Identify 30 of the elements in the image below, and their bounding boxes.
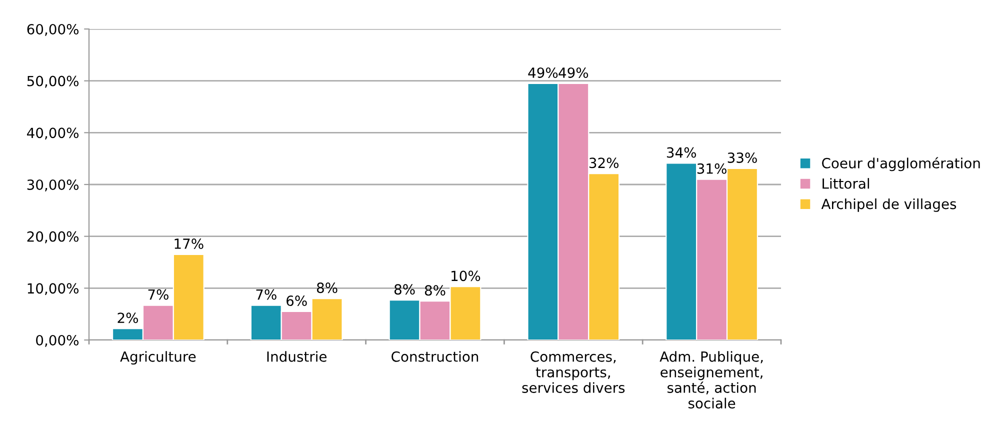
y-tick-label: 30,00%: [27, 179, 79, 192]
y-tick-label: 20,00%: [27, 231, 79, 244]
data-label: 8%: [424, 285, 446, 296]
data-label: 31%: [697, 163, 726, 174]
data-label: 7%: [148, 289, 168, 300]
y-tick-label: 10,00%: [28, 283, 79, 296]
data-label: 17%: [174, 238, 204, 250]
legend-label: Coeur d'agglomération: [822, 157, 980, 172]
data-label: 8%: [394, 284, 415, 295]
data-label: 33%: [728, 152, 757, 163]
data-label: 2%: [118, 312, 138, 324]
data-label: 49%: [558, 67, 588, 78]
legend-label: Archipel de villages: [821, 198, 956, 212]
x-tick-label: Construction: [392, 351, 478, 362]
data-label: 8%: [316, 282, 338, 294]
y-tick-label: 40,00%: [27, 128, 79, 140]
y-tick-label: 0,00%: [36, 334, 79, 347]
x-tick-label: Industrie: [267, 351, 327, 362]
data-label: 10%: [452, 270, 480, 282]
x-tick-label: Commerces, transports, services divers: [522, 351, 625, 393]
data-label: 34%: [666, 147, 696, 158]
x-tick-label: Adm. Publique, enseignement, santé, action sociale: [660, 351, 763, 409]
x-tick-label: Agriculture: [120, 351, 196, 365]
y-tick-label: 50,00%: [27, 76, 79, 88]
data-label: 7%: [256, 289, 276, 300]
legend-label: Littoral: [822, 178, 870, 189]
data-label: 49%: [528, 67, 558, 78]
data-label: 6%: [286, 296, 307, 306]
y-tick-label: 60,00%: [27, 24, 79, 36]
data-label: 32%: [589, 158, 619, 168]
